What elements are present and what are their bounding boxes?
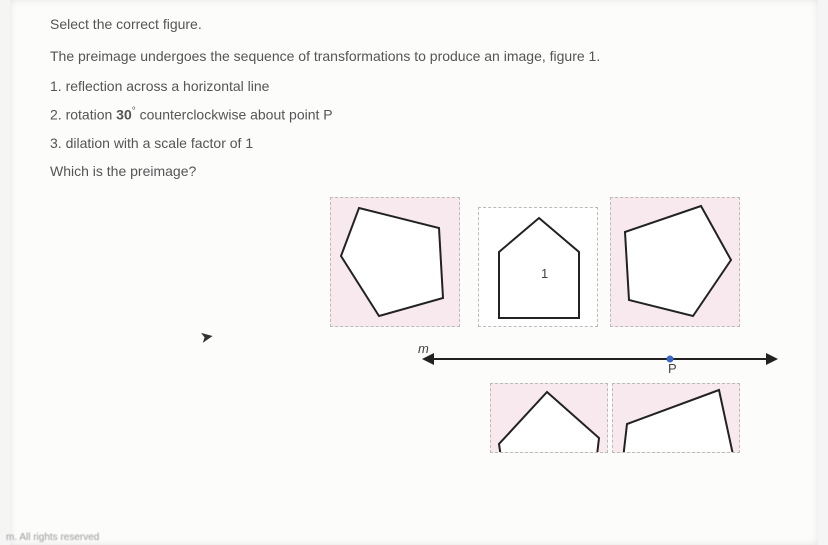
prompt-text: The preimage undergoes the sequence of t… — [50, 48, 794, 64]
line-label-m: m — [418, 341, 429, 356]
pentagon-d-icon — [491, 384, 608, 453]
step-2-prefix: 2. rotation — [50, 107, 116, 123]
line-m: m P — [420, 347, 780, 371]
figure-option-a[interactable] — [330, 197, 460, 327]
pentagon-house-icon — [479, 208, 599, 328]
step-1: 1. reflection across a horizontal line — [50, 78, 794, 94]
line-m-icon — [420, 347, 780, 371]
step-2-suffix: counterclockwise about point P — [136, 107, 333, 123]
pentagon-e-icon — [613, 384, 740, 453]
pentagon-a-icon — [331, 198, 461, 328]
step-3: 3. dilation with a scale factor of 1 — [50, 135, 794, 151]
point-label-p: P — [668, 361, 677, 376]
figures-area: ➤ 1 m — [50, 197, 794, 497]
worksheet-page: Select the correct figure. The preimage … — [10, 0, 818, 545]
step-2: 2. rotation 30° counterclockwise about p… — [50, 106, 794, 123]
figure-result-1: 1 — [478, 207, 598, 327]
figure-option-d[interactable] — [490, 383, 608, 453]
footer-text: m. All rights reserved — [6, 532, 99, 543]
cursor-icon: ➤ — [198, 326, 215, 348]
figure-option-c[interactable] — [610, 197, 740, 327]
figure-option-e[interactable] — [612, 383, 740, 453]
question-text: Which is the preimage? — [50, 163, 794, 179]
instruction-text: Select the correct figure. — [50, 16, 794, 32]
pentagon-c-icon — [611, 198, 741, 328]
figure-1-label: 1 — [541, 266, 548, 281]
step-2-angle: 30 — [116, 107, 132, 123]
